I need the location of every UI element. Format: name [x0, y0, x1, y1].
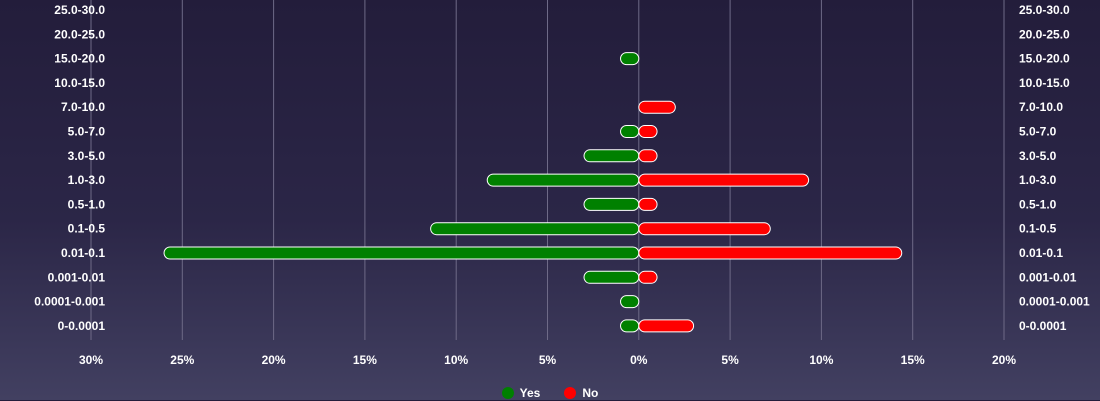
- bar-yes: [620, 319, 640, 333]
- category-label-left: 5.0-7.0: [68, 125, 106, 139]
- legend-item-yes[interactable]: Yes: [501, 386, 541, 400]
- legend-swatch-no: [564, 387, 577, 399]
- category-label-left: 3.0-5.0: [68, 149, 106, 163]
- x-tick-label: 20%: [262, 353, 286, 367]
- category-label-left: 20.0-25.0: [54, 27, 105, 41]
- bar-no: [638, 246, 903, 260]
- bar-yes: [620, 295, 640, 309]
- category-label-right: 0.01-0.1: [1019, 246, 1063, 260]
- category-label-right: 10.0-15.0: [1019, 76, 1070, 90]
- category-label-left: 0-0.0001: [58, 319, 106, 333]
- bar-no: [638, 270, 658, 284]
- category-label-left: 0.01-0.1: [61, 246, 105, 260]
- bar-yes: [583, 149, 640, 163]
- legend-label-no: No: [582, 386, 599, 400]
- category-label-right: 20.0-25.0: [1019, 27, 1070, 41]
- x-tick-label: 25%: [170, 353, 194, 367]
- category-label-right: 0-0.0001: [1019, 319, 1067, 333]
- bar-no: [638, 125, 658, 138]
- x-tick-label: 5%: [721, 353, 739, 367]
- category-label-right: 5.0-7.0: [1019, 125, 1057, 139]
- category-label-right: 7.0-10.0: [1019, 100, 1063, 114]
- category-label-right: 0.5-1.0: [1019, 197, 1057, 211]
- category-label-left: 0.1-0.5: [68, 222, 106, 236]
- bar-no: [638, 319, 695, 333]
- category-label-right: 15.0-20.0: [1019, 52, 1070, 66]
- legend-label-yes: Yes: [519, 386, 541, 400]
- x-tick-label: 0%: [630, 353, 648, 367]
- bar-yes: [620, 125, 640, 138]
- category-label-right: 0.1-0.5: [1019, 222, 1057, 236]
- x-tick-label: 10%: [444, 353, 468, 367]
- category-label-right: 25.0-30.0: [1019, 3, 1070, 17]
- bar-yes: [163, 246, 640, 260]
- category-label-left: 0.5-1.0: [68, 197, 106, 211]
- bar-no: [638, 197, 658, 211]
- category-label-right: 0.001-0.01: [1019, 270, 1077, 284]
- bar-yes: [583, 270, 640, 284]
- bar-no: [638, 149, 658, 163]
- category-label-left: 15.0-20.0: [54, 52, 105, 66]
- category-label-right: 0.0001-0.001: [1019, 295, 1090, 309]
- category-label-left: 1.0-3.0: [68, 173, 106, 187]
- x-tick-label: 20%: [992, 353, 1016, 367]
- bar-yes: [583, 197, 640, 211]
- bar-yes: [486, 173, 640, 187]
- category-label-left: 10.0-15.0: [54, 76, 105, 90]
- x-tick-label: 30%: [79, 353, 103, 367]
- x-tick-label: 15%: [353, 353, 377, 367]
- x-tick-label: 5%: [539, 353, 557, 367]
- category-label-left: 0.0001-0.001: [34, 295, 105, 309]
- bar-no: [638, 100, 676, 114]
- x-tick-label: 10%: [809, 353, 833, 367]
- legend-swatch-yes: [501, 387, 514, 399]
- bar-yes: [430, 222, 640, 236]
- x-tick-label: 15%: [901, 353, 925, 367]
- bar-yes: [620, 52, 640, 66]
- legend: Yes No: [0, 385, 1100, 401]
- category-label-left: 7.0-10.0: [61, 100, 105, 114]
- diverging-bar-chart: 25.0-30.0 25.0-30.0 20.0-25.0 20.0-25.0 15.0…: [34, 0, 1090, 367]
- bar-no: [638, 222, 771, 236]
- category-label-left: 25.0-30.0: [54, 3, 105, 17]
- category-label-right: 3.0-5.0: [1019, 149, 1057, 163]
- bar-no: [638, 173, 810, 187]
- category-label-left: 0.001-0.01: [48, 270, 106, 284]
- category-label-right: 1.0-3.0: [1019, 173, 1057, 187]
- legend-item-no[interactable]: No: [564, 386, 598, 400]
